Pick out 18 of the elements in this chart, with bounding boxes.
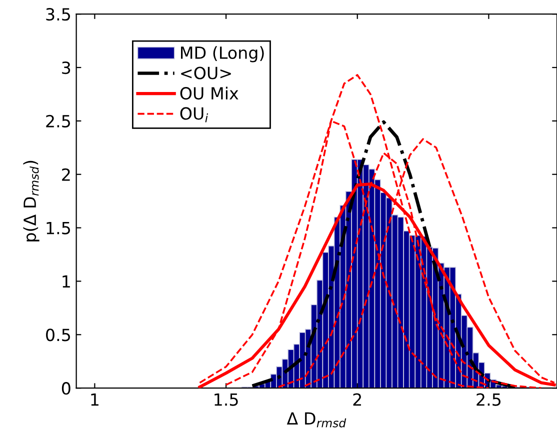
y-tick-label: 0.5 bbox=[46, 328, 70, 342]
legend-label: <OU> bbox=[181, 66, 231, 80]
y-tick-label: 2 bbox=[62, 168, 70, 181]
x-tick-label: 2.5 bbox=[476, 393, 501, 406]
legend-label: OU$_{i}$ bbox=[180, 107, 208, 122]
y-tick-label: 0 bbox=[62, 382, 70, 395]
legend-label: MD (Long) bbox=[181, 46, 264, 62]
y-tick-label: 3.5 bbox=[46, 8, 70, 21]
legend-label: OU Mix bbox=[180, 86, 238, 100]
x-tick-label: 1 bbox=[91, 393, 98, 406]
x-tick-label: 1.5 bbox=[214, 393, 238, 406]
y-tick-label: 1.5 bbox=[46, 222, 70, 234]
x-axis-title: Δ D$_{rmsd}$ bbox=[286, 412, 346, 428]
x-tick-label: 2 bbox=[353, 393, 361, 406]
y-axis-title: p(Δ D$_{rmsd}$) bbox=[23, 160, 40, 242]
y-tick-label: 1 bbox=[62, 275, 70, 288]
y-tick-label: 2.5 bbox=[46, 114, 70, 128]
y-tick-label: 3 bbox=[62, 61, 70, 74]
